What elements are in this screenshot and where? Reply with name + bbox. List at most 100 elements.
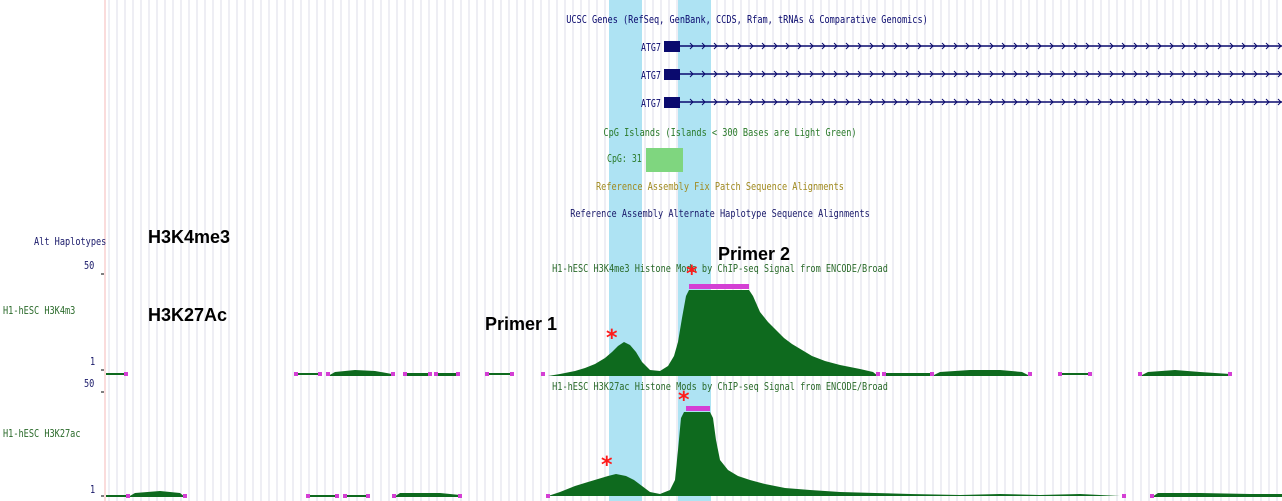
strand-arrow bbox=[869, 70, 874, 78]
strand-arrow bbox=[821, 42, 826, 50]
strand-arrow bbox=[1241, 42, 1246, 50]
strand-arrow bbox=[917, 42, 922, 50]
strand-arrow bbox=[1277, 42, 1282, 50]
strand-arrow bbox=[989, 98, 994, 106]
strand-arrow bbox=[989, 70, 994, 78]
alt-haplotype-track-title[interactable]: Reference Assembly Alternate Haplotype S… bbox=[570, 207, 870, 220]
strand-arrow bbox=[1217, 98, 1222, 106]
strand-arrow bbox=[809, 98, 814, 106]
gene-strand-arrows bbox=[689, 98, 1282, 106]
fix-patch-track-title[interactable]: Reference Assembly Fix Patch Sequence Al… bbox=[596, 180, 844, 193]
gene-strand-arrows bbox=[689, 70, 1282, 78]
strand-arrow bbox=[1061, 42, 1066, 50]
strand-arrow bbox=[1145, 98, 1150, 106]
strand-arrow bbox=[1073, 70, 1078, 78]
strand-arrow bbox=[725, 42, 730, 50]
strand-arrow bbox=[881, 98, 886, 106]
strand-arrow bbox=[989, 42, 994, 50]
strand-arrow bbox=[749, 98, 754, 106]
strand-arrow bbox=[1013, 42, 1018, 50]
h3k27ac-axis-min: 1 bbox=[90, 483, 96, 496]
gene-model-1[interactable] bbox=[664, 41, 1282, 52]
gene-model-2[interactable] bbox=[664, 69, 1282, 80]
cpg-island-block[interactable] bbox=[646, 148, 683, 172]
gene-label-1[interactable]: ATG7 bbox=[641, 41, 661, 54]
ucsc-genes-track-title[interactable]: UCSC Genes (RefSeq, GenBank, CCDS, Rfam,… bbox=[566, 13, 928, 26]
strand-arrow bbox=[821, 98, 826, 106]
primer2-h3k4me3-marker: * bbox=[686, 262, 698, 287]
strand-arrow bbox=[737, 98, 742, 106]
strand-arrow bbox=[857, 98, 862, 106]
strand-arrow bbox=[1001, 98, 1006, 106]
strand-arrow bbox=[1085, 70, 1090, 78]
strand-arrow bbox=[1133, 98, 1138, 106]
h3k27ac-track-title[interactable]: H1-hESC H3K27ac Histone Mods by ChIP-seq… bbox=[552, 380, 888, 393]
strand-arrow bbox=[1205, 98, 1210, 106]
strand-arrow bbox=[893, 42, 898, 50]
strand-arrow bbox=[821, 70, 826, 78]
strand-arrow bbox=[761, 70, 766, 78]
strand-arrow bbox=[1061, 98, 1066, 106]
strand-arrow bbox=[1157, 42, 1162, 50]
h3k27ac-signal[interactable] bbox=[548, 412, 1125, 496]
strand-arrow bbox=[893, 98, 898, 106]
strand-arrow bbox=[953, 70, 958, 78]
strand-arrow bbox=[785, 98, 790, 106]
strand-arrow bbox=[1217, 70, 1222, 78]
strand-arrow bbox=[1277, 70, 1282, 78]
strand-arrow bbox=[965, 70, 970, 78]
strand-arrow bbox=[1205, 70, 1210, 78]
strand-arrow bbox=[869, 42, 874, 50]
strand-arrow bbox=[1193, 42, 1198, 50]
gene-label-2[interactable]: ATG7 bbox=[641, 69, 661, 82]
strand-arrow bbox=[1265, 70, 1270, 78]
cpg-item-label[interactable]: CpG: 31 bbox=[607, 152, 642, 165]
strand-arrow bbox=[1277, 98, 1282, 106]
h3k27ac-clip-bar bbox=[686, 406, 710, 411]
strand-arrow bbox=[869, 98, 874, 106]
strand-arrow bbox=[905, 42, 910, 50]
strand-arrow bbox=[1169, 70, 1174, 78]
strand-arrow bbox=[1025, 42, 1030, 50]
strand-arrow bbox=[1121, 70, 1126, 78]
strand-arrow bbox=[773, 42, 778, 50]
gene-model-3[interactable] bbox=[664, 97, 1282, 108]
strand-arrow bbox=[797, 42, 802, 50]
strand-arrow bbox=[881, 70, 886, 78]
strand-arrow bbox=[689, 70, 694, 78]
strand-arrow bbox=[833, 98, 838, 106]
cpg-track-title[interactable]: CpG Islands (Islands < 300 Bases are Lig… bbox=[603, 126, 857, 139]
strand-arrow bbox=[905, 98, 910, 106]
strand-arrow bbox=[929, 42, 934, 50]
strand-arrow bbox=[785, 70, 790, 78]
strand-arrow bbox=[1181, 98, 1186, 106]
strand-arrow bbox=[773, 70, 778, 78]
primer2-h3k27ac-marker: * bbox=[678, 388, 690, 413]
h3k4me3-clip-bar bbox=[689, 284, 749, 289]
strand-arrow bbox=[701, 42, 706, 50]
h3k4me3-track-title[interactable]: H1-hESC H3K4me3 Histone Mods by ChIP-seq… bbox=[552, 262, 888, 275]
h3k27ac-low-segments bbox=[106, 491, 1282, 498]
gene-exon bbox=[664, 69, 680, 80]
h3k4me3-side-label[interactable]: H1-hESC H3K4m3 bbox=[3, 304, 76, 317]
alt-haplotypes-side-label[interactable]: Alt Haplotypes bbox=[34, 235, 107, 248]
h3k27ac-side-label[interactable]: H1-hESC H3K27ac bbox=[3, 427, 81, 440]
strand-arrow bbox=[1037, 42, 1042, 50]
strand-arrow bbox=[1265, 98, 1270, 106]
strand-arrow bbox=[1097, 70, 1102, 78]
primer1-h3k4me3-marker: * bbox=[606, 326, 618, 351]
strand-arrow bbox=[701, 70, 706, 78]
strand-arrow bbox=[1025, 98, 1030, 106]
strand-arrow bbox=[977, 70, 982, 78]
strand-arrow bbox=[1241, 70, 1246, 78]
strand-arrow bbox=[977, 98, 982, 106]
strand-arrow bbox=[1169, 98, 1174, 106]
strand-arrow bbox=[1133, 70, 1138, 78]
h3k4me3-signal[interactable] bbox=[543, 290, 878, 376]
strand-arrow bbox=[1049, 70, 1054, 78]
strand-arrow bbox=[1193, 98, 1198, 106]
strand-arrow bbox=[737, 70, 742, 78]
gene-label-3[interactable]: ATG7 bbox=[641, 97, 661, 110]
strand-arrow bbox=[1025, 70, 1030, 78]
